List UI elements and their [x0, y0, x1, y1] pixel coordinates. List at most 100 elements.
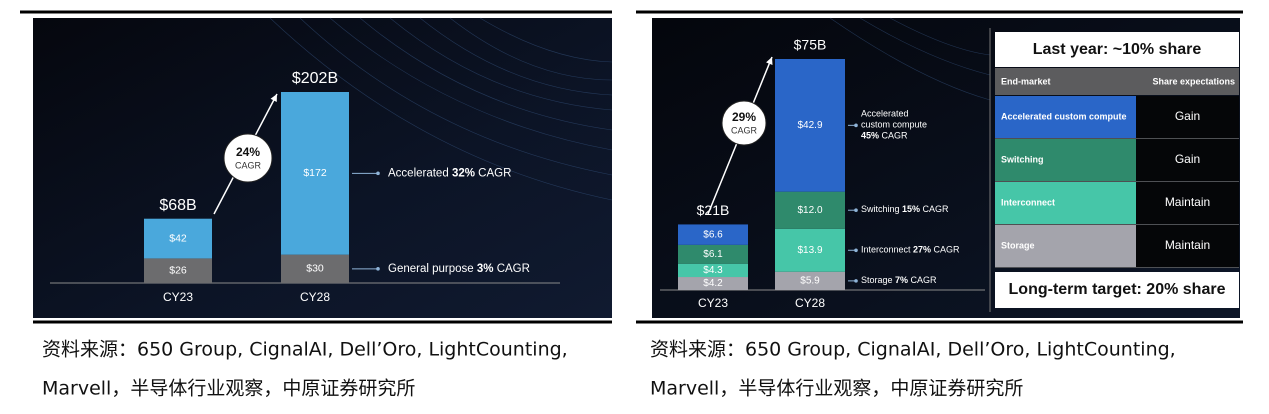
table-header-bg: [995, 68, 1239, 95]
table-value-cell: [1136, 182, 1239, 224]
cagr-bubble: [223, 133, 273, 183]
value-label: $42: [169, 232, 187, 244]
annotation: custom compute: [861, 120, 927, 130]
value-label: $12.0: [797, 205, 822, 216]
table-label-cell: [995, 96, 1136, 138]
bar-segment: [775, 271, 845, 290]
annotation-part: 32%: [452, 167, 475, 179]
annotation: General purpose 3% CAGR: [388, 263, 530, 275]
annotation-part: CAGR: [908, 275, 937, 285]
bar-segment: [775, 228, 845, 272]
table-label: Switching: [1001, 154, 1044, 164]
annotation: Interconnect 27% CAGR: [861, 245, 960, 255]
category-label: CY28: [795, 296, 825, 310]
value-label: $4.3: [703, 265, 723, 276]
value-label: $172: [303, 167, 327, 179]
annotation-part: 7%: [895, 275, 908, 285]
table-header: Share expectations: [1152, 76, 1235, 86]
annotation-dot: [376, 267, 380, 271]
cagr-text: CAGR: [731, 125, 758, 135]
table-title-bg: [995, 32, 1239, 67]
bar-segment: [678, 244, 748, 264]
annotation: Switching 15% CAGR: [861, 205, 949, 215]
annotation-dot: [854, 279, 858, 283]
annotation-part: CAGR: [879, 131, 908, 141]
annotation-part: custom compute: [861, 120, 927, 130]
source-note: Marvell，半导体行业观察，中原证券研究所: [650, 378, 1023, 400]
value-label: $5.9: [800, 276, 820, 287]
table-label: Storage: [1001, 240, 1035, 250]
bar-segment: [281, 92, 349, 255]
annotation-part: Interconnect: [861, 245, 913, 255]
cagr-text: CAGR: [235, 160, 262, 170]
category-label: CY23: [698, 296, 728, 310]
annotation-part: General purpose: [388, 263, 477, 275]
total-label: $68B: [159, 197, 196, 214]
table-value: Maintain: [1165, 195, 1210, 209]
table-value-cell: [1136, 139, 1239, 181]
bar-segment: [775, 191, 845, 229]
bar-segment: [144, 258, 212, 283]
table-label: Interconnect: [1001, 197, 1055, 207]
table-footer: Long-term target: 20% share: [1009, 281, 1226, 298]
table-value: Gain: [1175, 152, 1200, 166]
value-label: $6.6: [703, 229, 723, 240]
annotation-part: 15%: [902, 205, 920, 215]
table-footer-bg: [995, 272, 1239, 308]
annotation-part: CAGR: [475, 167, 511, 179]
annotation-part: Storage: [861, 275, 895, 285]
table-value: Maintain: [1165, 238, 1210, 252]
cagr-arrowhead: [270, 94, 277, 102]
annotation-part: CAGR: [920, 205, 949, 215]
annotation-dot: [376, 171, 380, 176]
bar-segment: [678, 224, 748, 245]
annotation-part: CAGR: [931, 245, 960, 255]
table-label-cell: [995, 139, 1136, 181]
value-label: $30: [306, 263, 324, 275]
annotation: Accelerated: [861, 109, 909, 119]
decor-streaks: [269, 17, 991, 201]
cagr-bubble: [721, 100, 767, 146]
table-label-cell: [995, 182, 1136, 224]
bar-segment: [678, 263, 748, 278]
table-label: Accelerated custom compute: [1001, 111, 1127, 121]
bar-segment: [144, 218, 212, 259]
cagr-arrowhead: [766, 57, 773, 65]
total-label: $75B: [794, 37, 827, 53]
table-header: End-market: [1001, 76, 1051, 86]
annotation: Storage 7% CAGR: [861, 275, 937, 285]
value-label: $42.9: [797, 120, 822, 131]
value-label: $26: [169, 264, 187, 276]
category-label: CY28: [300, 290, 330, 304]
annotation-part: 45%: [861, 131, 879, 141]
cagr-value: 29%: [732, 110, 756, 124]
annotation-part: Switching: [861, 205, 902, 215]
annotation-part: CAGR: [494, 263, 530, 275]
table-value-cell: [1136, 96, 1239, 138]
source-note: 资料来源：650 Group, CignalAI, Dell’Oro, Ligh…: [650, 339, 1176, 361]
annotation-part: 27%: [913, 245, 931, 255]
annotation-part: 3%: [477, 263, 494, 275]
table-value-cell: [1136, 225, 1239, 267]
table-value: Gain: [1175, 109, 1200, 123]
table-title: Last year: ~10% share: [1033, 41, 1202, 58]
table-label-cell: [995, 225, 1136, 267]
category-label: CY23: [163, 290, 193, 304]
bar-segment: [775, 59, 845, 192]
annotation: Accelerated 32% CAGR: [388, 167, 511, 179]
annotation-part: Accelerated: [388, 167, 452, 179]
total-label: $202B: [292, 70, 338, 87]
value-label: $4.2: [703, 278, 723, 289]
annotation-dot: [854, 248, 858, 253]
source-note: Marvell，半导体行业观察，中原证券研究所: [42, 378, 415, 400]
annotation-dot: [854, 123, 858, 128]
value-label: $6.1: [703, 249, 723, 260]
annotation-part: Accelerated: [861, 109, 909, 119]
bar-segment: [281, 254, 349, 283]
value-label: $13.9: [797, 245, 822, 256]
annotation: 45% CAGR: [861, 131, 908, 141]
annotation-dot: [854, 208, 858, 213]
bar-segment: [678, 277, 748, 290]
total-label: $21B: [697, 202, 730, 218]
